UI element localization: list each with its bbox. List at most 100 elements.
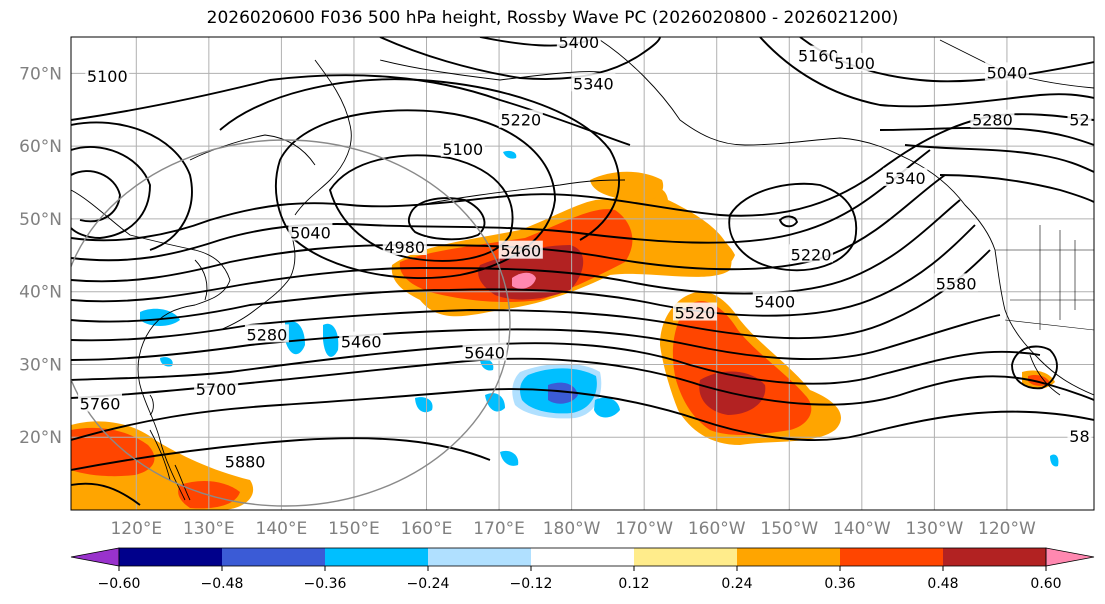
colorbar-extend-low	[70, 547, 120, 567]
figure-title: 2026020600 F036 500 hPa height, Rossby W…	[206, 8, 899, 28]
contour-label: 5580	[936, 274, 977, 293]
lon-tick-label: 130°E	[183, 519, 235, 539]
contour-5220-ring	[728, 182, 858, 272]
coast-korea	[194, 259, 208, 301]
contour-label: 5640	[464, 344, 505, 363]
contour-label-bg	[984, 62, 1029, 81]
contour-label-bg	[440, 138, 485, 157]
contour-label-bg	[796, 45, 841, 64]
contour-label: 5460	[341, 333, 382, 352]
contour-ne-2	[759, 37, 1094, 108]
contour-5580	[71, 249, 991, 342]
colorbar-tick-label: 0.60	[1030, 576, 1061, 592]
contour-label-bg	[752, 291, 797, 310]
colorbar-tick-label: −0.12	[510, 576, 553, 592]
contour-label-bg	[382, 237, 427, 256]
map-frame	[70, 36, 1095, 511]
contour-sw-1	[71, 482, 141, 506]
contour-label: 5340	[573, 74, 614, 93]
colorbar-extend-high	[1045, 547, 1095, 567]
contour-label-bg	[1067, 426, 1092, 445]
contour-5160-big	[219, 78, 620, 241]
contour-label: 5280	[972, 111, 1013, 130]
contour-label: 5400	[559, 33, 600, 52]
contour-5280	[71, 113, 1094, 242]
contour-label: 5220	[791, 245, 832, 264]
shade-neg-spot-7	[500, 450, 519, 466]
shade-band-pink	[512, 272, 536, 289]
lat-tick-label: 40°N	[19, 283, 62, 303]
contour-westring-1	[71, 170, 121, 223]
colorbar-tick-label: −0.60	[98, 576, 141, 592]
shade-band-orange-east	[679, 228, 735, 271]
contour-label-bg	[85, 66, 130, 85]
colorbar-bin	[531, 548, 634, 566]
colorbar-tick-label: −0.36	[304, 576, 347, 592]
lon-tick-label: 120°E	[110, 519, 162, 539]
shade-neg-royal	[548, 382, 578, 404]
contour-label: 5040	[290, 223, 331, 242]
contour-label: 5040	[987, 63, 1028, 82]
colorbar-tick-label: 0.24	[721, 576, 752, 592]
coast-kamchatka	[294, 59, 352, 216]
contour-4980-ring	[407, 197, 486, 241]
lon-tick-label: 180°W	[543, 519, 601, 539]
contour-5520	[71, 224, 976, 323]
coast-us-west	[994, 249, 1094, 396]
contour-label-bg	[556, 37, 601, 50]
lon-tick-label: 150°E	[328, 519, 380, 539]
contour-label: 5220	[500, 111, 541, 130]
shade-neg-spot-1	[594, 397, 620, 418]
contour-label: 5400	[754, 293, 795, 312]
contour-label-bg	[462, 342, 507, 361]
colorbar-tick-label: 0.12	[618, 576, 649, 592]
contour-5340-top	[379, 37, 661, 81]
lon-tick-label: 160°E	[401, 519, 453, 539]
contour-label-bg	[970, 109, 1015, 128]
colorbar-bin	[428, 548, 531, 566]
colorbar-tick-label: −0.24	[407, 576, 450, 592]
contour-label-bg	[934, 273, 979, 292]
shade-neg-spot-2	[415, 397, 433, 413]
contour-label-bg	[288, 222, 333, 241]
coast-okhotsk	[189, 134, 316, 166]
contour-label: 5460	[500, 242, 541, 261]
height-contours	[71, 37, 1094, 506]
contour-5640	[71, 314, 1001, 361]
contour-label: 5280	[247, 325, 288, 344]
contour-label: 5760	[80, 394, 121, 413]
contour-label: 5880	[225, 453, 266, 472]
colorbar-bin	[943, 548, 1046, 566]
contour-label-bg	[883, 167, 928, 186]
lon-tick-label: 120°W	[978, 519, 1036, 539]
contour-5160-inner	[778, 215, 799, 228]
lon-tick-label: 160°W	[688, 519, 746, 539]
lat-tick-label: 30°N	[19, 355, 62, 375]
contour-5460	[71, 199, 961, 303]
colorbar-bin	[325, 548, 428, 566]
contour-label-bg	[571, 73, 616, 92]
contour-ne-3	[879, 126, 1094, 146]
contour-ne-4	[904, 144, 1094, 173]
colorbar-tick-label: −0.48	[201, 576, 244, 592]
contour-label-bg	[339, 331, 384, 350]
contour-label: 5100	[442, 140, 483, 159]
shade-neg-spot-4	[285, 320, 305, 355]
colorbar-tick-label: 0.36	[824, 576, 855, 592]
contour-label-bg	[498, 240, 543, 259]
contour-label-bg	[78, 393, 123, 412]
lon-tick-label: 140°E	[256, 519, 308, 539]
contour-label-bg	[194, 378, 239, 397]
contour-label: 5520	[675, 304, 716, 323]
colorbar-bin	[737, 548, 840, 566]
contour-5220-top	[71, 74, 631, 146]
shade-neg-spot-5	[323, 323, 339, 357]
lon-tick-label: 170°W	[615, 519, 673, 539]
contour-label: 58	[1069, 427, 1089, 446]
contour-ne-5	[939, 174, 1094, 203]
colorbar-outline	[118, 547, 1047, 567]
contour-5880	[71, 437, 491, 471]
